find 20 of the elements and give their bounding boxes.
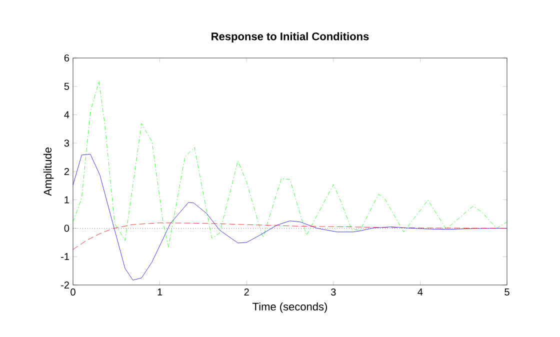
line-series [73, 154, 507, 280]
x-tick-label: 3 [330, 288, 336, 296]
y-tick-label: 6 [64, 54, 70, 62]
y-tick-label: 1 [64, 196, 69, 204]
y-tick-label: 4 [64, 111, 70, 118]
chart-title: Response to Initial Conditions [212, 32, 369, 42]
y-tick-label: -1 [61, 253, 69, 260]
x-tick-label: 5 [504, 288, 510, 296]
y-tick-label: -2 [61, 282, 69, 288]
y-tick-label: 5 [64, 82, 70, 90]
x-axis-title: Time (seconds) [252, 302, 327, 313]
x-tick-label: 0 [70, 288, 76, 296]
x-tick-label: 2 [244, 288, 249, 296]
y-tick-label: 2 [64, 168, 69, 175]
y-tick-label: 0 [64, 224, 70, 232]
x-tick-label: 1 [158, 288, 162, 296]
y-axis-title: Amplitude [43, 148, 54, 196]
line-series [73, 81, 507, 248]
x-tick-label: 4 [418, 288, 423, 296]
y-tick-label: 3 [64, 140, 70, 147]
